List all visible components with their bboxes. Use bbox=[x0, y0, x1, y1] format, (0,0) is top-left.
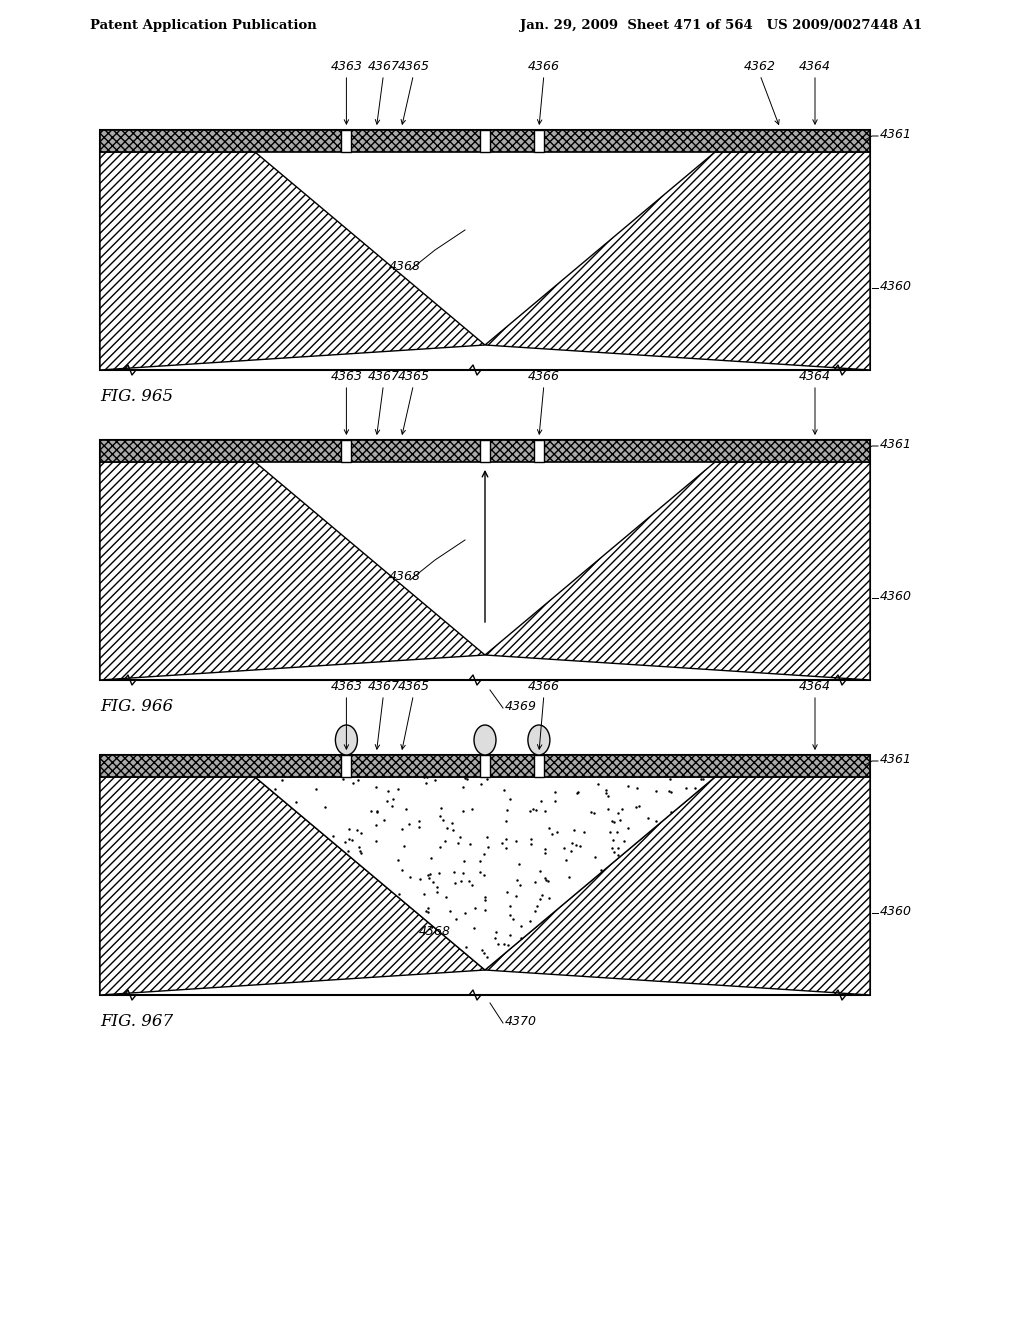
Text: 4366: 4366 bbox=[528, 680, 560, 693]
Text: 4361: 4361 bbox=[880, 128, 912, 141]
Text: 4361: 4361 bbox=[880, 438, 912, 451]
Text: 4365: 4365 bbox=[397, 680, 429, 693]
Text: 4368: 4368 bbox=[389, 570, 421, 583]
Text: Patent Application Publication: Patent Application Publication bbox=[90, 18, 316, 32]
Bar bbox=[100, 755, 870, 777]
Text: 4363: 4363 bbox=[331, 370, 362, 383]
Bar bbox=[100, 755, 870, 995]
Text: 4361: 4361 bbox=[880, 752, 912, 766]
Bar bbox=[480, 440, 490, 462]
Bar bbox=[534, 440, 544, 462]
Polygon shape bbox=[100, 152, 485, 370]
Bar bbox=[534, 129, 544, 152]
Text: 4368: 4368 bbox=[419, 925, 451, 939]
Text: 4364: 4364 bbox=[799, 680, 831, 693]
Text: 4365: 4365 bbox=[397, 370, 429, 383]
Text: 4363: 4363 bbox=[331, 680, 362, 693]
Text: 4370: 4370 bbox=[505, 1015, 537, 1028]
Bar bbox=[341, 755, 351, 777]
Polygon shape bbox=[485, 777, 870, 995]
Text: 4366: 4366 bbox=[528, 59, 560, 73]
Text: 4360: 4360 bbox=[880, 280, 912, 293]
Text: FIG. 966: FIG. 966 bbox=[100, 698, 173, 715]
Text: 4363: 4363 bbox=[331, 59, 362, 73]
Polygon shape bbox=[255, 777, 715, 970]
Text: 4364: 4364 bbox=[799, 59, 831, 73]
Text: FIG. 967: FIG. 967 bbox=[100, 1012, 173, 1030]
Bar bbox=[341, 440, 351, 462]
Bar bbox=[100, 129, 870, 370]
Text: 4362: 4362 bbox=[744, 59, 776, 73]
Text: 4367: 4367 bbox=[368, 59, 399, 73]
Polygon shape bbox=[100, 462, 485, 680]
Bar bbox=[100, 129, 870, 152]
Ellipse shape bbox=[336, 725, 357, 755]
Polygon shape bbox=[485, 462, 870, 680]
Text: 4369: 4369 bbox=[505, 700, 537, 713]
Text: 4360: 4360 bbox=[880, 906, 912, 917]
Bar bbox=[341, 129, 351, 152]
Text: FIG. 965: FIG. 965 bbox=[100, 388, 173, 405]
Text: 4368: 4368 bbox=[389, 260, 421, 273]
Bar bbox=[480, 755, 490, 777]
Ellipse shape bbox=[528, 725, 550, 755]
Text: 4360: 4360 bbox=[880, 590, 912, 603]
Text: 4364: 4364 bbox=[799, 370, 831, 383]
Ellipse shape bbox=[474, 725, 496, 755]
Polygon shape bbox=[485, 152, 870, 370]
Bar bbox=[100, 440, 870, 462]
Bar bbox=[480, 129, 490, 152]
Text: Jan. 29, 2009  Sheet 471 of 564   US 2009/0027448 A1: Jan. 29, 2009 Sheet 471 of 564 US 2009/0… bbox=[520, 18, 923, 32]
Text: 4366: 4366 bbox=[528, 370, 560, 383]
Text: 4365: 4365 bbox=[397, 59, 429, 73]
Text: 4367: 4367 bbox=[368, 370, 399, 383]
Text: 4367: 4367 bbox=[368, 680, 399, 693]
Bar bbox=[100, 440, 870, 680]
Bar bbox=[534, 755, 544, 777]
Polygon shape bbox=[100, 777, 485, 995]
